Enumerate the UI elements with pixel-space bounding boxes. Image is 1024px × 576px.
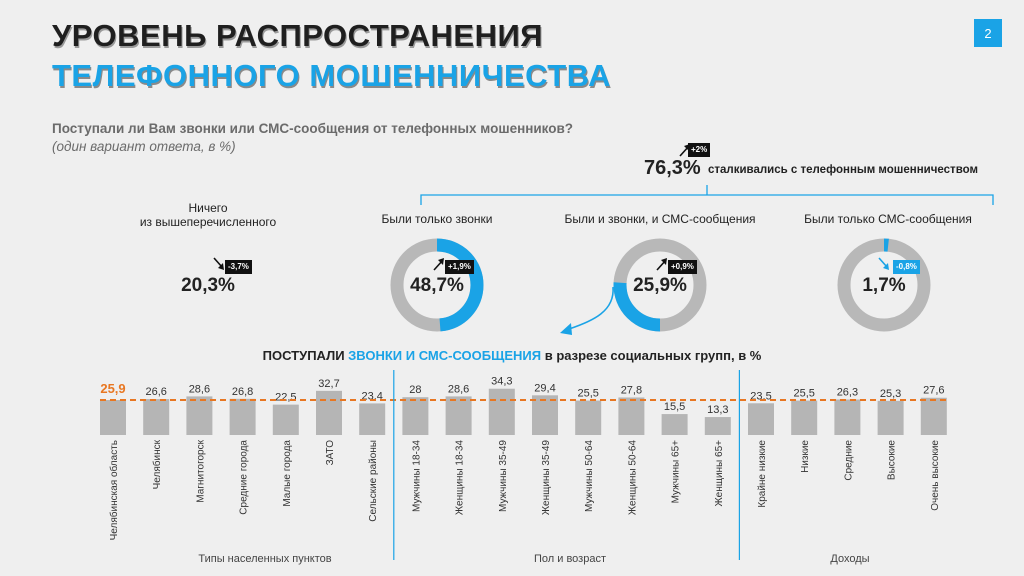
group-label-settlements: Типы населенных пунктов — [198, 553, 332, 565]
bar — [532, 395, 558, 435]
bar-category-label: ЗАТО — [325, 440, 336, 466]
bar-value-label: 26,6 — [145, 386, 166, 398]
group-label-income: Доходы — [830, 553, 870, 565]
bar-value-label: 27,8 — [621, 384, 642, 396]
bar-value-label: 26,3 — [837, 386, 858, 398]
bar-category-label: Мужчины 35-49 — [498, 440, 509, 512]
trend-up-arrow-icon — [433, 258, 444, 271]
bar-category-label: Очень высокие — [930, 440, 941, 511]
average-value-label: 25,9 — [100, 381, 125, 396]
bar — [402, 397, 429, 435]
bar — [748, 403, 774, 435]
total-value: 76,3% — [644, 157, 701, 179]
bar-category-label: Мужчины 18-34 — [411, 440, 422, 512]
page-title-line1: УРОВЕНЬ РАСПРОСТРАНЕНИЯ — [52, 18, 544, 53]
bar — [229, 398, 256, 435]
bar-category-label: Мужчины 65+ — [671, 440, 682, 504]
bar — [359, 403, 386, 435]
bar-category-label: Мужчины 50-64 — [584, 440, 595, 512]
bar — [488, 388, 515, 435]
bar-category-label: Средние — [843, 440, 854, 481]
social-groups-bar-chart: Челябинская область 26,6 Челябинск 28,6 Магн… — [100, 370, 950, 560]
bar — [791, 400, 818, 435]
bar-value-label: 29,4 — [534, 382, 555, 394]
bar-value-label: 25,5 — [577, 388, 598, 400]
bar — [186, 396, 213, 435]
bar-category-label: Женщины 50-64 — [627, 440, 638, 516]
bar-value-label: 22,5 — [275, 392, 296, 404]
donut-sms-only — [837, 238, 931, 332]
answer-nothing-value: 20,3% — [181, 275, 235, 296]
bar — [272, 404, 299, 435]
bar-value-label: 28,6 — [189, 383, 210, 395]
bar — [445, 396, 472, 435]
survey-question-note: (один вариант ответа, в %) — [52, 139, 236, 154]
page-number-badge: 2 — [974, 19, 1002, 47]
answer-calls-only-value: 48,7% — [410, 275, 464, 296]
total-label: сталкивались с телефонным мошенничеством — [708, 164, 978, 176]
bar-chart-title: ПОСТУПАЛИ ЗВОНКИ И СМС-СООБЩЕНИЯ в разре… — [262, 348, 762, 363]
page-title-line2: ТЕЛЕФОННОГО МОШЕННИЧЕСТВА — [52, 58, 611, 93]
bar — [704, 417, 731, 435]
survey-question: Поступали ли Вам звонки или СМС-сообщени… — [52, 121, 574, 136]
bar-value-label: 27,6 — [923, 385, 944, 397]
bar-value-label: 25,5 — [793, 388, 814, 400]
bar-value-label: 13,3 — [707, 404, 728, 416]
bar-value-label: 28 — [409, 384, 421, 396]
bar-category-label: Сельские районы — [368, 440, 379, 522]
bar — [316, 390, 342, 435]
trend-up-arrow-icon — [656, 258, 667, 271]
answer-both-label: Были и звонки, и СМС-сообщения — [564, 212, 756, 226]
trend-down-arrow-icon — [878, 257, 889, 270]
answer-sms-only-label: Были только СМС-сообщения — [804, 212, 972, 226]
donut-sms-only-slice — [837, 238, 931, 332]
donut-both-slice — [613, 238, 707, 332]
bar-value-label: 34,3 — [491, 376, 512, 388]
bar — [618, 397, 645, 435]
bracket-connector — [420, 185, 994, 205]
bar-value-label: 26,8 — [232, 386, 253, 398]
answer-nothing-label-line2: из вышеперечисленного — [139, 215, 277, 229]
group-label-gender-age: Пол и возраст — [534, 553, 606, 565]
bar-category-label: Челябинск — [151, 439, 163, 489]
answer-sms-only-change-badge: -0,8% — [893, 260, 920, 274]
bar-category-label: Малые города — [282, 440, 293, 507]
bar-category-label: Магнитогорск — [195, 439, 206, 502]
bar-category-label: Низкие — [800, 440, 811, 473]
bar — [143, 399, 170, 435]
bar-category-label: Женщины 65+ — [714, 440, 725, 507]
total-change-badge: +2% — [688, 143, 711, 157]
bar-category-label: Высокие — [887, 440, 898, 480]
answer-calls-only-change-badge: +1,9% — [445, 260, 474, 274]
bar-value-label: 28,6 — [448, 383, 469, 395]
answer-both-value: 25,9% — [633, 275, 687, 296]
bar — [877, 400, 904, 435]
donut-calls-only-slice — [390, 238, 484, 332]
bar-category-label: Средние города — [239, 440, 250, 515]
bar — [661, 414, 688, 435]
curved-pointer-arrow-icon — [560, 286, 614, 335]
answer-nothing-label-line1: Ничего — [188, 201, 228, 215]
donut-both — [613, 238, 707, 332]
bar-value-label: 32,7 — [318, 378, 339, 390]
bar — [920, 397, 947, 435]
bar — [575, 400, 602, 435]
answer-calls-only-label: Были только звонки — [381, 212, 493, 226]
answer-nothing-change-badge: -3,7% — [225, 260, 252, 274]
bar-value-label: 15,5 — [664, 401, 685, 413]
bar-value-label: 25,3 — [880, 388, 901, 400]
bar-value-label: 23,4 — [361, 390, 382, 402]
donut-calls-only — [390, 238, 484, 332]
bar-category-label: Женщины 18-34 — [455, 440, 466, 516]
trend-down-arrow-icon — [213, 257, 224, 270]
bar-category-label: Челябинская область — [108, 440, 120, 540]
bar — [834, 399, 861, 435]
answer-both-change-badge: +0,9% — [668, 260, 697, 274]
bar — [100, 400, 126, 435]
answer-sms-only-value: 1,7% — [862, 275, 906, 296]
bar-category-label: Женщины 35-49 — [541, 440, 552, 516]
bar-category-label: Крайне низкие — [757, 440, 768, 508]
